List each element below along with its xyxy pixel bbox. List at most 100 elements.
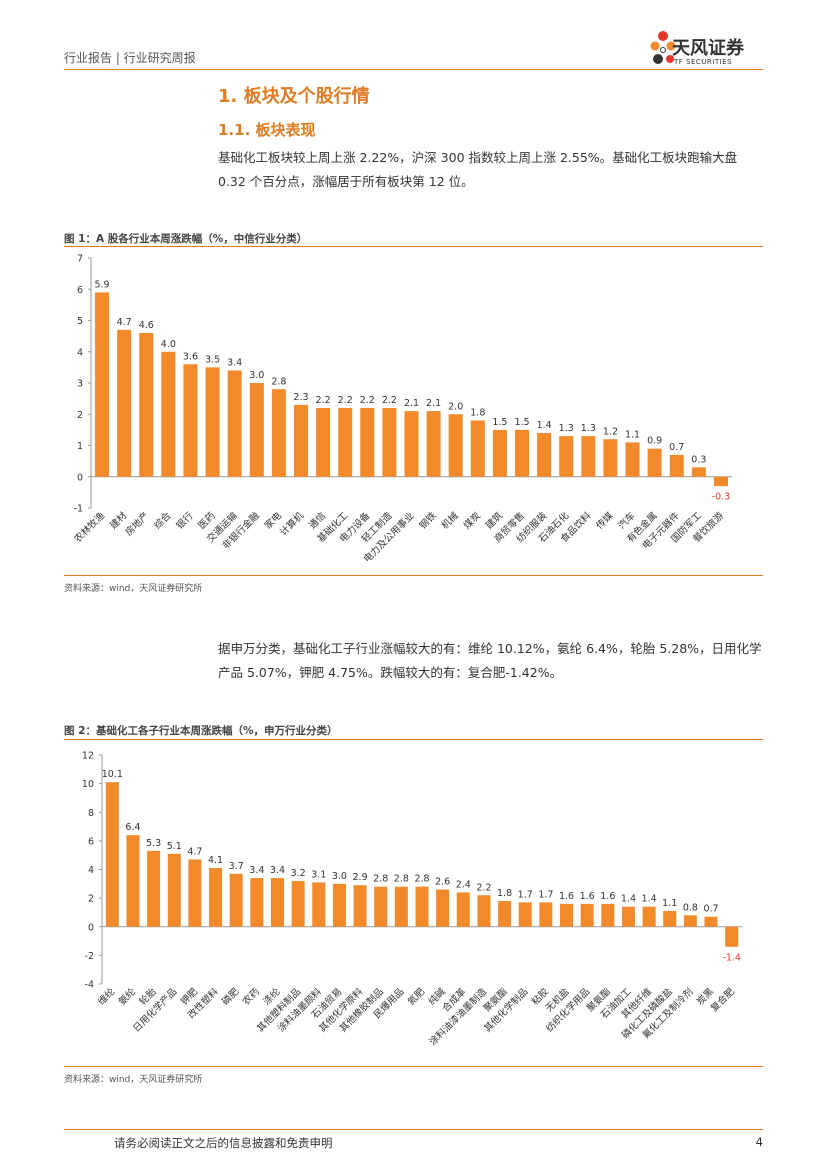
- data-label: 5.1: [167, 841, 182, 852]
- y-tick-label: 0: [77, 472, 83, 483]
- data-label: 2.0: [448, 401, 463, 412]
- logo-mark-icon: [650, 31, 676, 64]
- data-label: 1.6: [600, 891, 615, 902]
- bar: [229, 873, 243, 927]
- data-label: 1.8: [497, 888, 512, 899]
- category-label: 维纶: [96, 985, 118, 1007]
- data-label: 5.9: [94, 279, 109, 290]
- data-label: 4.0: [161, 339, 176, 350]
- y-tick-label: 1: [77, 441, 83, 452]
- data-label: 1.3: [559, 423, 574, 434]
- bar: [415, 886, 429, 927]
- data-label: 2.8: [414, 874, 429, 885]
- category-label: 磷肥: [219, 985, 241, 1007]
- y-tick-label: 3: [77, 379, 83, 390]
- data-label: 2.3: [293, 392, 308, 403]
- data-label: 0.7: [669, 442, 684, 453]
- category-label: 农药: [240, 986, 262, 1008]
- data-label: 1.8: [470, 408, 485, 419]
- bar: [293, 404, 308, 477]
- category-label: 氮肥: [405, 985, 427, 1007]
- header-title: 行业报告 | 行业研究周报: [64, 51, 196, 65]
- bar: [360, 408, 375, 477]
- section-heading: 1. 板块及个股行情: [218, 86, 370, 107]
- category-label: 煤炭: [461, 509, 483, 531]
- data-label: 2.2: [360, 395, 375, 406]
- y-tick-label: -2: [85, 951, 94, 962]
- figure2-source: 资料来源：wind，天风证券研究所: [64, 1075, 203, 1085]
- bar: [663, 911, 677, 927]
- bar: [353, 885, 367, 927]
- bar: [338, 408, 353, 477]
- data-label: 1.5: [514, 417, 529, 428]
- data-label: 2.4: [456, 879, 471, 890]
- bar: [448, 414, 463, 477]
- data-label: 2.2: [316, 395, 331, 406]
- figure2-top-rule: [64, 739, 763, 740]
- data-label: 2.8: [271, 376, 286, 387]
- data-label: 2.2: [476, 882, 491, 893]
- data-label: 3.5: [205, 354, 220, 365]
- bar: [147, 850, 161, 927]
- data-label: 2.8: [373, 874, 388, 885]
- figure2-bottom-rule: [64, 1066, 763, 1067]
- bar: [188, 859, 202, 927]
- bar: [470, 420, 485, 477]
- subsection-heading: 1.1. 板块表现: [218, 121, 316, 139]
- y-tick-label: 0: [88, 922, 94, 933]
- data-label: 2.2: [382, 395, 397, 406]
- paragraph-subsectors: 据申万分类，基础化工子行业涨幅较大的有：维纶 10.12%，氨纶 6.4%，轮胎…: [218, 641, 762, 680]
- category-label: 农林牧渔: [72, 509, 108, 545]
- bar: [117, 329, 132, 477]
- bar: [183, 364, 198, 477]
- bar: [167, 853, 181, 927]
- data-label: 1.2: [603, 426, 618, 437]
- data-label: 1.1: [662, 898, 677, 909]
- bar: [270, 878, 284, 927]
- bar: [621, 906, 635, 927]
- bar: [559, 436, 574, 477]
- figure1-top-rule: [64, 246, 763, 247]
- bar: [601, 903, 615, 927]
- y-tick-label: 7: [77, 254, 83, 265]
- category-label: 复合肥: [708, 985, 737, 1014]
- data-label: 2.2: [338, 395, 353, 406]
- page-number: 4: [755, 1135, 763, 1149]
- category-label: 银行: [174, 509, 196, 531]
- bar: [205, 367, 220, 477]
- data-label: 4.7: [117, 317, 132, 328]
- bar: [539, 902, 553, 927]
- bar: [332, 883, 346, 927]
- figure1-bar-chart: -1012345675.9农林牧渔4.7建材4.6房地产4.0综合3.6银行3.…: [72, 254, 732, 565]
- bar: [537, 433, 552, 477]
- data-label: 3.4: [249, 865, 264, 876]
- figure1-bottom-rule: [64, 575, 763, 576]
- bar: [374, 886, 388, 927]
- data-label: 3.4: [270, 865, 285, 876]
- bar: [725, 926, 739, 947]
- paragraph-summary: 基础化工板块较上周上涨 2.22%，沪深 300 指数较上周上涨 2.55%。基…: [218, 150, 738, 189]
- data-label: 1.3: [581, 423, 596, 434]
- y-tick-label: 5: [77, 316, 83, 327]
- data-label: 1.4: [621, 894, 636, 905]
- y-tick-label: -4: [85, 980, 94, 991]
- bar: [642, 906, 656, 927]
- data-label: 5.3: [146, 838, 161, 849]
- data-label: 3.4: [227, 358, 242, 369]
- data-label: 1.4: [642, 894, 657, 905]
- bar: [704, 916, 718, 927]
- category-label: 氨纶: [116, 985, 138, 1007]
- bar: [126, 835, 140, 927]
- data-label: 1.6: [580, 891, 595, 902]
- data-label: 3.1: [311, 869, 326, 880]
- bar: [250, 878, 264, 927]
- data-label: -0.3: [712, 492, 731, 503]
- data-label: -1.4: [722, 952, 741, 963]
- bar: [382, 408, 397, 477]
- bar: [139, 333, 154, 477]
- category-label: 综合: [152, 509, 174, 531]
- data-label: 0.3: [691, 454, 706, 465]
- y-tick-label: 6: [77, 285, 83, 296]
- bar: [249, 383, 264, 477]
- bar: [498, 900, 512, 927]
